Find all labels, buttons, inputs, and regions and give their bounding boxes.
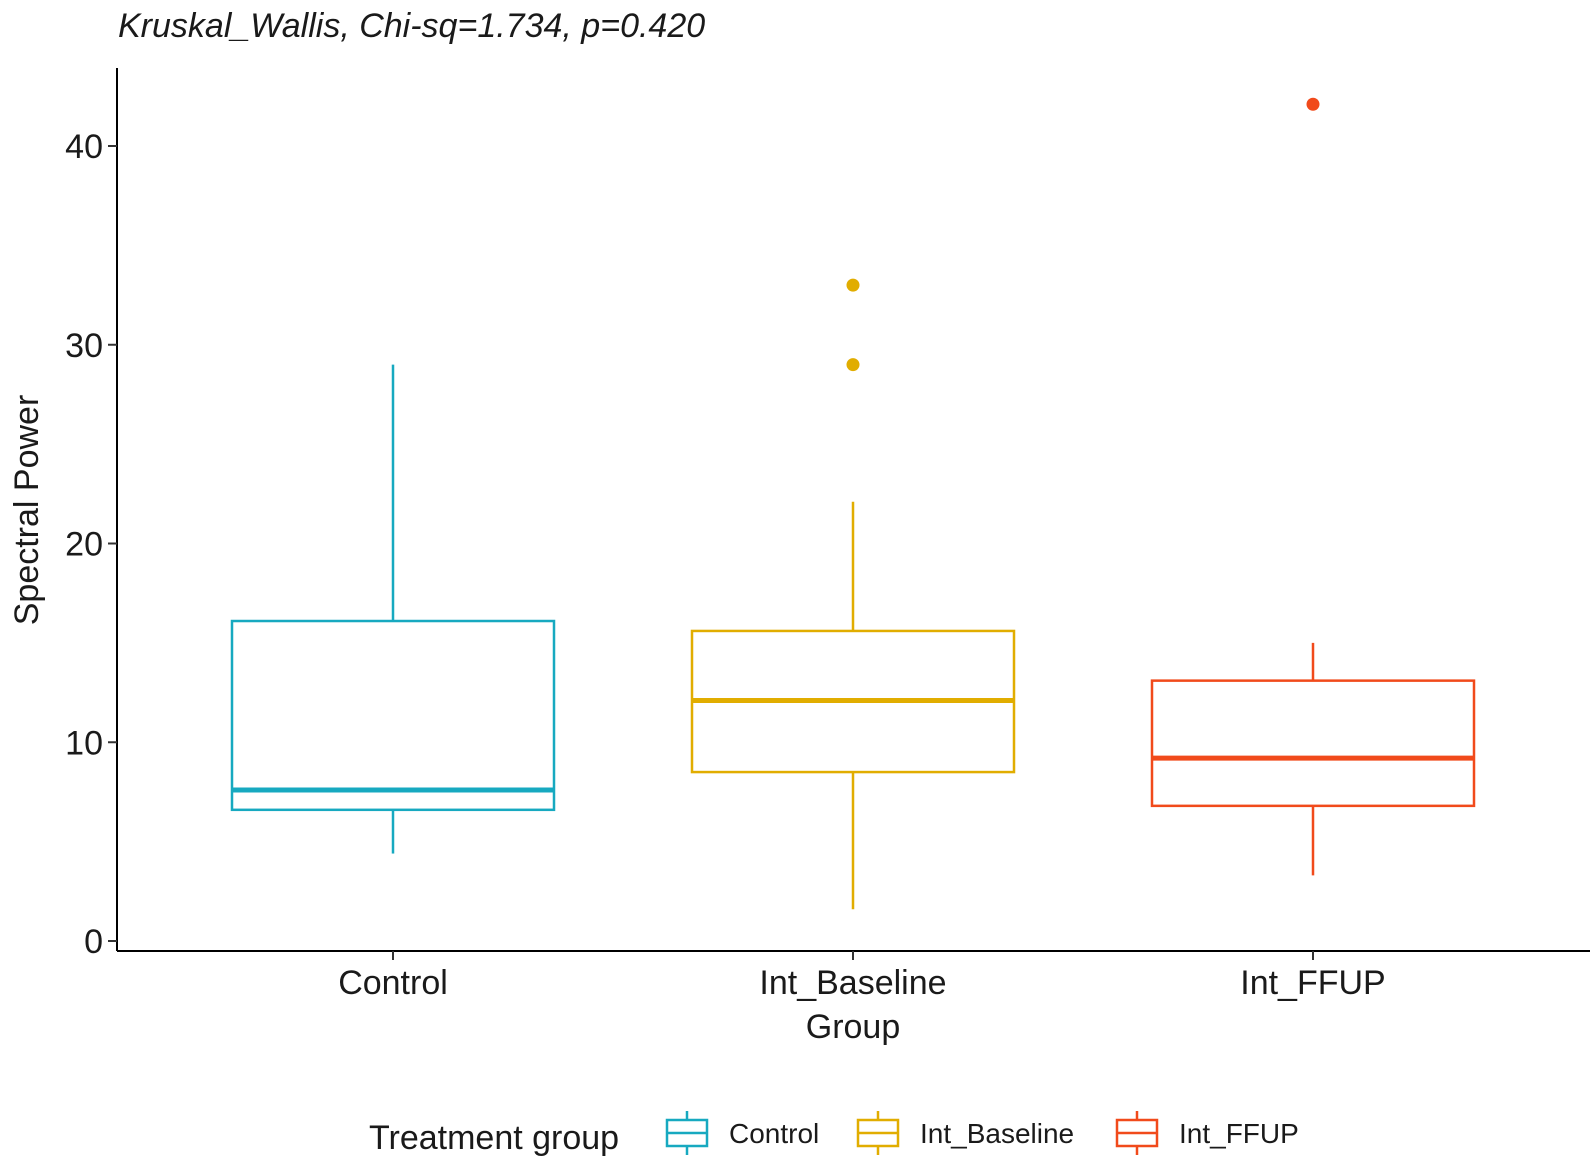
x-tick-label: Control — [338, 964, 448, 1002]
legend-item-control: Control — [665, 1111, 819, 1155]
boxes — [230, 97, 1476, 910]
x-tick-label: Int_FFUP — [1240, 964, 1385, 1002]
legend-label: Control — [729, 1118, 819, 1149]
y-tick-label: 20 — [65, 526, 103, 564]
y-ticks: 0 10 20 30 40 — [65, 128, 117, 961]
box-control — [230, 364, 556, 854]
legend-title: Treatment group — [369, 1119, 619, 1157]
x-tick-label: Int_Baseline — [759, 964, 946, 1002]
x-axis-title: Group — [806, 1008, 901, 1046]
legend: Treatment group Control Int_Baseline Int_F… — [369, 1111, 1299, 1157]
x-ticks: Control Int_Baseline Int_FFUP — [338, 951, 1386, 1002]
y-axis-title: Spectral Power — [8, 395, 46, 626]
y-tick-label: 0 — [84, 923, 103, 961]
outlier-point — [846, 358, 860, 372]
box-iqr — [230, 619, 556, 812]
legend-label: Int_FFUP — [1179, 1118, 1299, 1149]
y-tick-label: 40 — [65, 128, 103, 166]
outlier-point — [846, 278, 860, 292]
chart-subtitle: Kruskal_Wallis, Chi-sq=1.734, p=0.420 — [118, 7, 705, 45]
outlier-point — [1306, 97, 1320, 111]
y-tick-label: 10 — [65, 724, 103, 762]
y-tick-label: 30 — [65, 327, 103, 365]
legend-label: Int_Baseline — [920, 1118, 1074, 1149]
box-int-baseline — [690, 278, 1016, 910]
box-int-ffup — [1150, 97, 1476, 876]
legend-items: Control Int_Baseline Int_FFUP — [665, 1111, 1299, 1155]
box-iqr — [1150, 679, 1476, 808]
legend-item-int-ffup: Int_FFUP — [1115, 1111, 1299, 1155]
legend-item-int-baseline: Int_Baseline — [856, 1111, 1074, 1155]
